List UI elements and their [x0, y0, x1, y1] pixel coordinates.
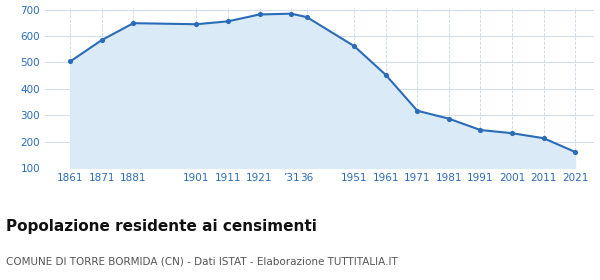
Point	[97, 38, 107, 42]
Point	[65, 59, 75, 64]
Point	[349, 44, 359, 48]
Point	[191, 22, 201, 27]
Point	[570, 150, 580, 154]
Point	[286, 11, 296, 16]
Point	[381, 73, 391, 77]
Point	[255, 12, 265, 17]
Point	[223, 19, 233, 24]
Point	[302, 15, 311, 19]
Point	[476, 128, 485, 132]
Text: COMUNE DI TORRE BORMIDA (CN) - Dati ISTAT - Elaborazione TUTTITALIA.IT: COMUNE DI TORRE BORMIDA (CN) - Dati ISTA…	[6, 256, 398, 267]
Text: Popolazione residente ai censimenti: Popolazione residente ai censimenti	[6, 219, 317, 234]
Point	[128, 21, 138, 25]
Point	[413, 109, 422, 113]
Point	[507, 131, 517, 136]
Point	[444, 116, 454, 121]
Point	[539, 136, 548, 141]
